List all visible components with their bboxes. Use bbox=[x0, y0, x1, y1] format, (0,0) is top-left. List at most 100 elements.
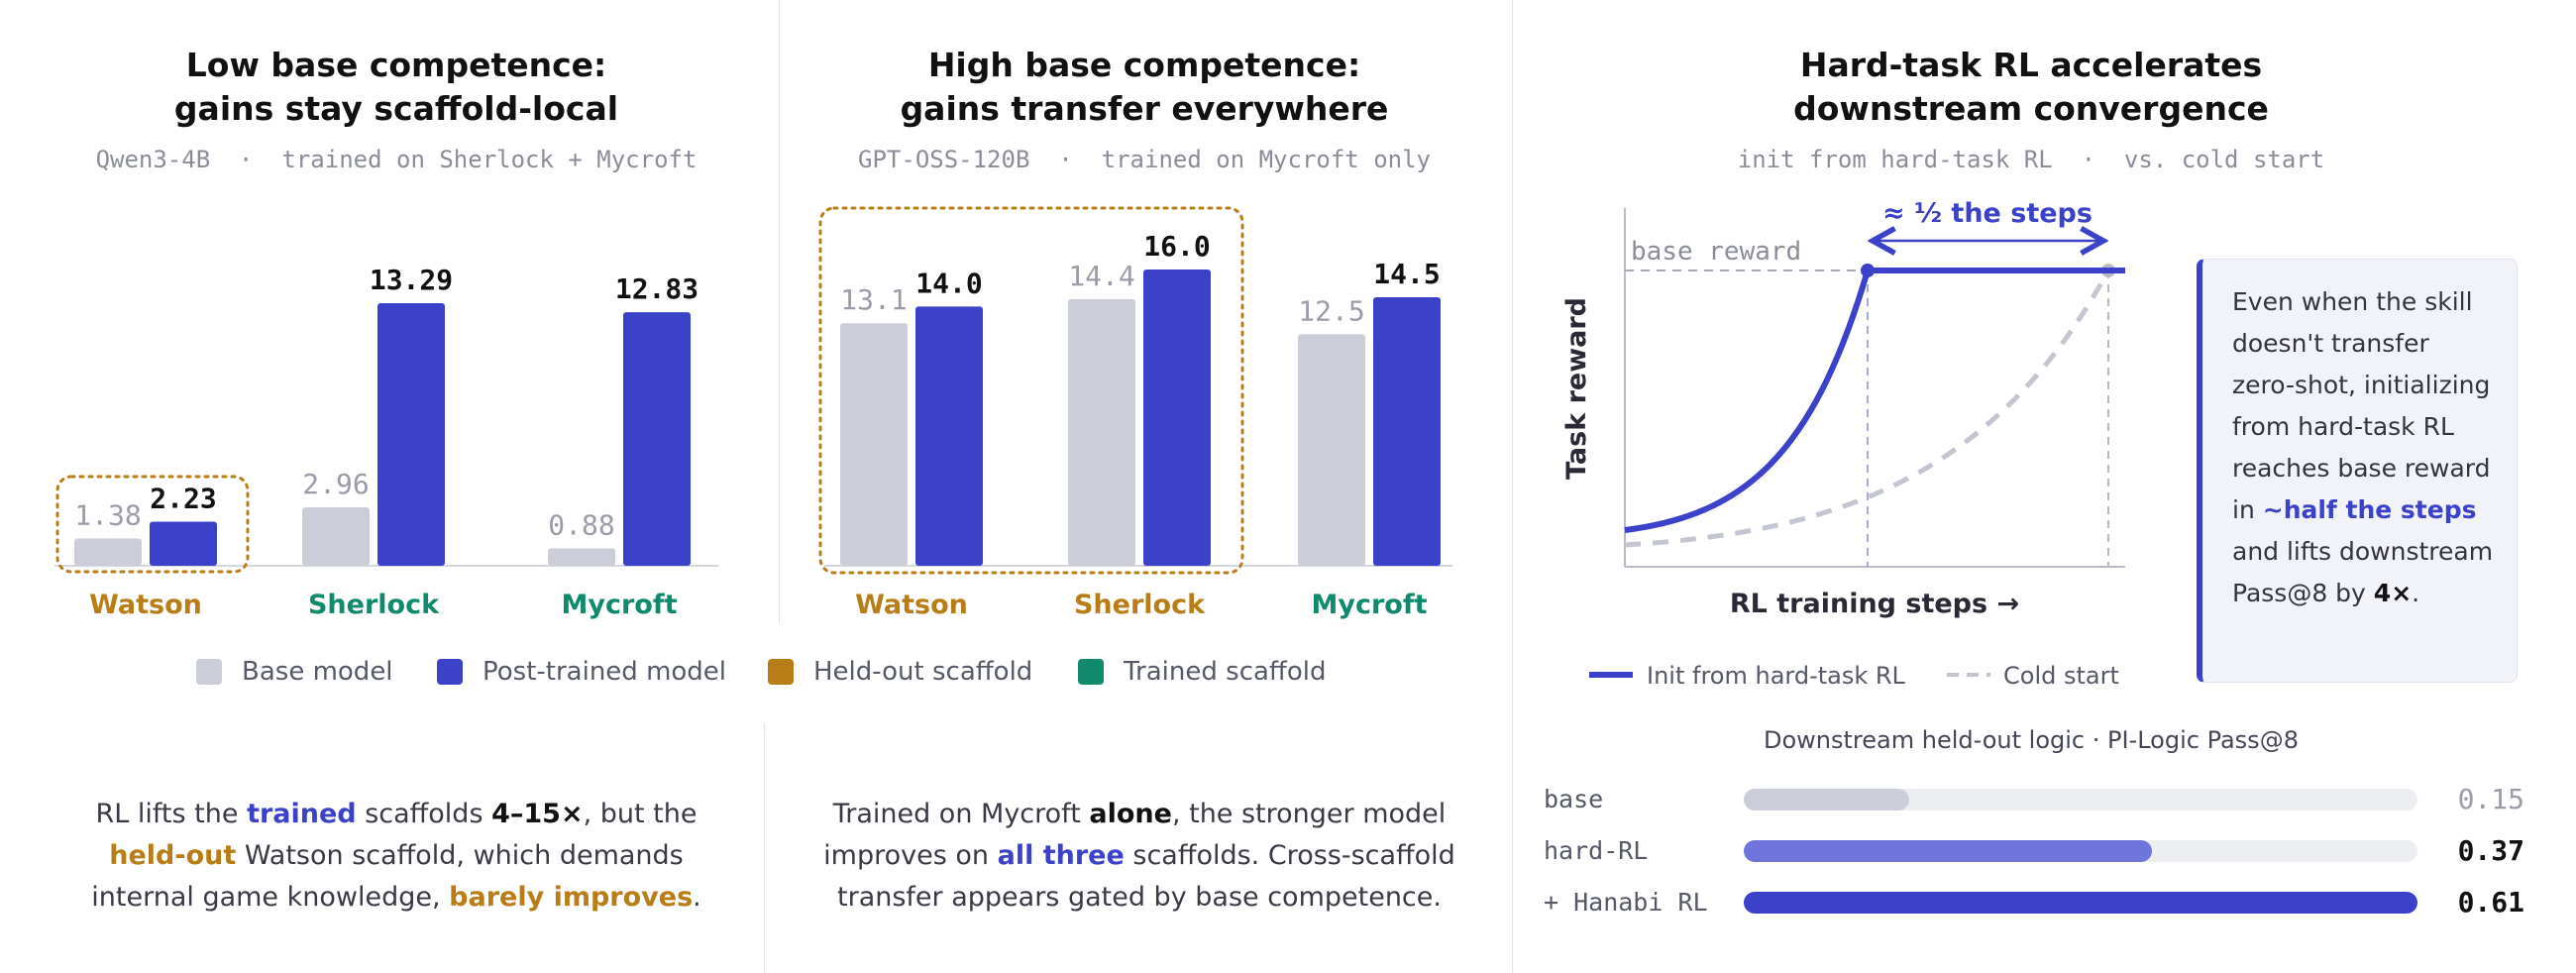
legend-base-swatch bbox=[196, 659, 222, 685]
downstream-track-hardrl bbox=[1744, 840, 2417, 862]
caption-left-p4: Watson scaffold, which demands internal … bbox=[91, 840, 684, 913]
legend-post-label: Post-trained model bbox=[483, 657, 727, 687]
p2-category-mycroft: Mycroft bbox=[1312, 590, 1428, 620]
caption-left-p1: RL lifts the bbox=[95, 799, 248, 829]
caption-left-p3: , but the bbox=[583, 799, 698, 829]
p1-bar-sherlock-base bbox=[302, 506, 370, 566]
panel3-title: Hard-task RL accelerates downstream conv… bbox=[1734, 44, 2328, 131]
legend-post-swatch bbox=[437, 659, 463, 685]
p1-label-mycroft-post: 12.83 bbox=[615, 272, 698, 305]
coldstart-curve bbox=[1624, 269, 2111, 548]
p1-category-mycroft: Mycroft bbox=[562, 590, 678, 620]
p2-category-watson: Watson bbox=[855, 590, 968, 620]
caption-left-ratio: 4–15× bbox=[491, 799, 584, 829]
p1-heldout-highlight bbox=[55, 475, 250, 574]
caption-left-p2: scaffolds bbox=[356, 799, 492, 829]
p2-bar-mycroft-post bbox=[1373, 297, 1441, 566]
panel1-title-line1: Low base competence: bbox=[185, 46, 607, 84]
p2-heldout-highlight bbox=[818, 206, 1244, 575]
callout-p3: . bbox=[2412, 579, 2420, 607]
divider-1 bbox=[779, 0, 780, 624]
downstream-track-base bbox=[1744, 789, 2417, 811]
caption-left-trained: trained bbox=[247, 799, 357, 829]
downstream-label-base: base bbox=[1544, 785, 1604, 813]
p2-bar-sherlock-base bbox=[1068, 298, 1135, 566]
panel1-title-line2: gains stay scaffold-local bbox=[173, 89, 619, 128]
legend-heldout-swatch bbox=[768, 659, 794, 685]
p1-category-watson: Watson bbox=[89, 590, 202, 620]
legend-coldstart-label: Cold start bbox=[2003, 662, 2119, 690]
panel2-subtitle: GPT-OSS-120B · trained on Mycroft only bbox=[858, 146, 1431, 173]
callout-p1: Even when the skill doesn't transfer zer… bbox=[2232, 287, 2491, 524]
downstream-bar-base bbox=[1744, 789, 1910, 811]
p1-label-watson-base: 1.38 bbox=[74, 498, 141, 531]
p1-label-sherlock-base: 2.96 bbox=[302, 468, 369, 500]
divider-2 bbox=[1512, 0, 1513, 973]
p1-bar-watson-base bbox=[74, 538, 142, 566]
steps-annotation: ≈ ½ the steps bbox=[1882, 198, 2093, 229]
p2-label-watson-post: 14.0 bbox=[915, 267, 982, 299]
caption-middle-p1: Trained on Mycroft bbox=[832, 799, 1090, 829]
p2-bar-mycroft-base bbox=[1298, 334, 1365, 566]
p1-bar-sherlock-post bbox=[377, 303, 445, 566]
legend-heldout-label: Held-out scaffold bbox=[813, 657, 1033, 687]
y-axis-label: Task reward bbox=[1561, 297, 1592, 480]
hardrl-endpoint bbox=[1861, 264, 1875, 277]
downstream-value-hanabi: 0.61 bbox=[2457, 886, 2524, 919]
insight-callout: Even when the skill doesn't transfer zer… bbox=[2197, 259, 2518, 683]
p2-bar-sherlock-post bbox=[1143, 270, 1211, 566]
p1-label-watson-post: 2.23 bbox=[150, 483, 216, 515]
divider-3 bbox=[764, 723, 765, 973]
legend-post: Post-trained model bbox=[437, 657, 726, 687]
caption-middle-p2: , the stronger model improves on bbox=[823, 799, 1447, 871]
downstream-label-hanabi: + Hanabi RL bbox=[1544, 888, 1708, 917]
p2-category-sherlock: Sherlock bbox=[1074, 590, 1206, 620]
downstream-value-base: 0.15 bbox=[2457, 783, 2524, 815]
caption-middle-allthree: all three bbox=[997, 840, 1125, 871]
caption-left-heldout: held-out bbox=[109, 840, 237, 871]
p1-label-sherlock-post: 13.29 bbox=[370, 264, 453, 296]
p2-label-sherlock-post: 16.0 bbox=[1143, 230, 1210, 263]
bar-charts: 1.38 2.23 Watson 2.96 13.29 Sherlock 0.88 12.83… bbox=[54, 206, 1452, 620]
callout-half-steps: ~half the steps bbox=[2262, 495, 2477, 524]
caption-middle-alone: alone bbox=[1089, 799, 1172, 829]
downstream-bar-hardrl bbox=[1744, 840, 2153, 862]
caption-left-p5: . bbox=[693, 882, 701, 913]
p2-label-mycroft-base: 12.5 bbox=[1298, 294, 1364, 327]
panel3-title-line1: Hard-task RL accelerates bbox=[1799, 46, 2263, 84]
panel1-title: Low base competence: gains stay scaffold… bbox=[99, 44, 694, 131]
downstream-bar-hanabi bbox=[1744, 892, 2417, 914]
downstream-title: Downstream held-out logic · PI-Logic Pas… bbox=[1764, 726, 2299, 754]
x-axis-label: RL training steps → bbox=[1730, 589, 2019, 619]
panel2-title-line2: gains transfer everywhere bbox=[900, 89, 1389, 128]
callout-p2: and lifts downstream Pass@8 by bbox=[2232, 537, 2494, 607]
p1-bar-mycroft-base bbox=[548, 548, 615, 566]
downstream-value-hardrl: 0.37 bbox=[2457, 834, 2524, 867]
p2-bar-watson-post bbox=[915, 306, 983, 566]
caption-middle: Trained on Mycroft alone, the stronger m… bbox=[812, 794, 1466, 919]
hardrl-curve bbox=[1624, 268, 2125, 533]
legend-base: Base model bbox=[196, 657, 393, 687]
legend-heldout: Held-out scaffold bbox=[768, 657, 1032, 687]
p2-label-mycroft-post: 14.5 bbox=[1373, 258, 1440, 290]
panel3-title-line2: downstream convergence bbox=[1793, 89, 2269, 128]
p2-label-watson-base: 13.1 bbox=[840, 283, 907, 316]
caption-left-barely: barely improves bbox=[449, 882, 694, 913]
caption-middle-p3: scaffolds. Cross-scaffold transfer appea… bbox=[837, 840, 1455, 913]
base-reward-label: base reward bbox=[1631, 237, 1801, 267]
p2-bar-watson-base bbox=[840, 323, 908, 566]
callout-4x: 4× bbox=[2373, 579, 2413, 607]
p2-label-sherlock-base: 14.4 bbox=[1068, 260, 1134, 292]
legend-trained: Trained scaffold bbox=[1078, 657, 1326, 687]
downstream-label-hardrl: hard-RL bbox=[1544, 836, 1649, 865]
p1-label-mycroft-base: 0.88 bbox=[548, 508, 614, 541]
legend-hardrl-label: Init from hard-task RL bbox=[1647, 662, 1906, 690]
panel2-title: High base competence: gains transfer eve… bbox=[847, 44, 1442, 131]
panel2-title-line1: High base competence: bbox=[927, 46, 1361, 84]
legend-trained-swatch bbox=[1078, 659, 1104, 685]
legend-base-label: Base model bbox=[242, 657, 393, 687]
legend-trained-label: Trained scaffold bbox=[1124, 657, 1327, 687]
p1-bar-mycroft-post bbox=[623, 312, 691, 566]
p1-bar-watson-post bbox=[150, 521, 217, 566]
downstream-track-hanabi bbox=[1744, 892, 2417, 914]
